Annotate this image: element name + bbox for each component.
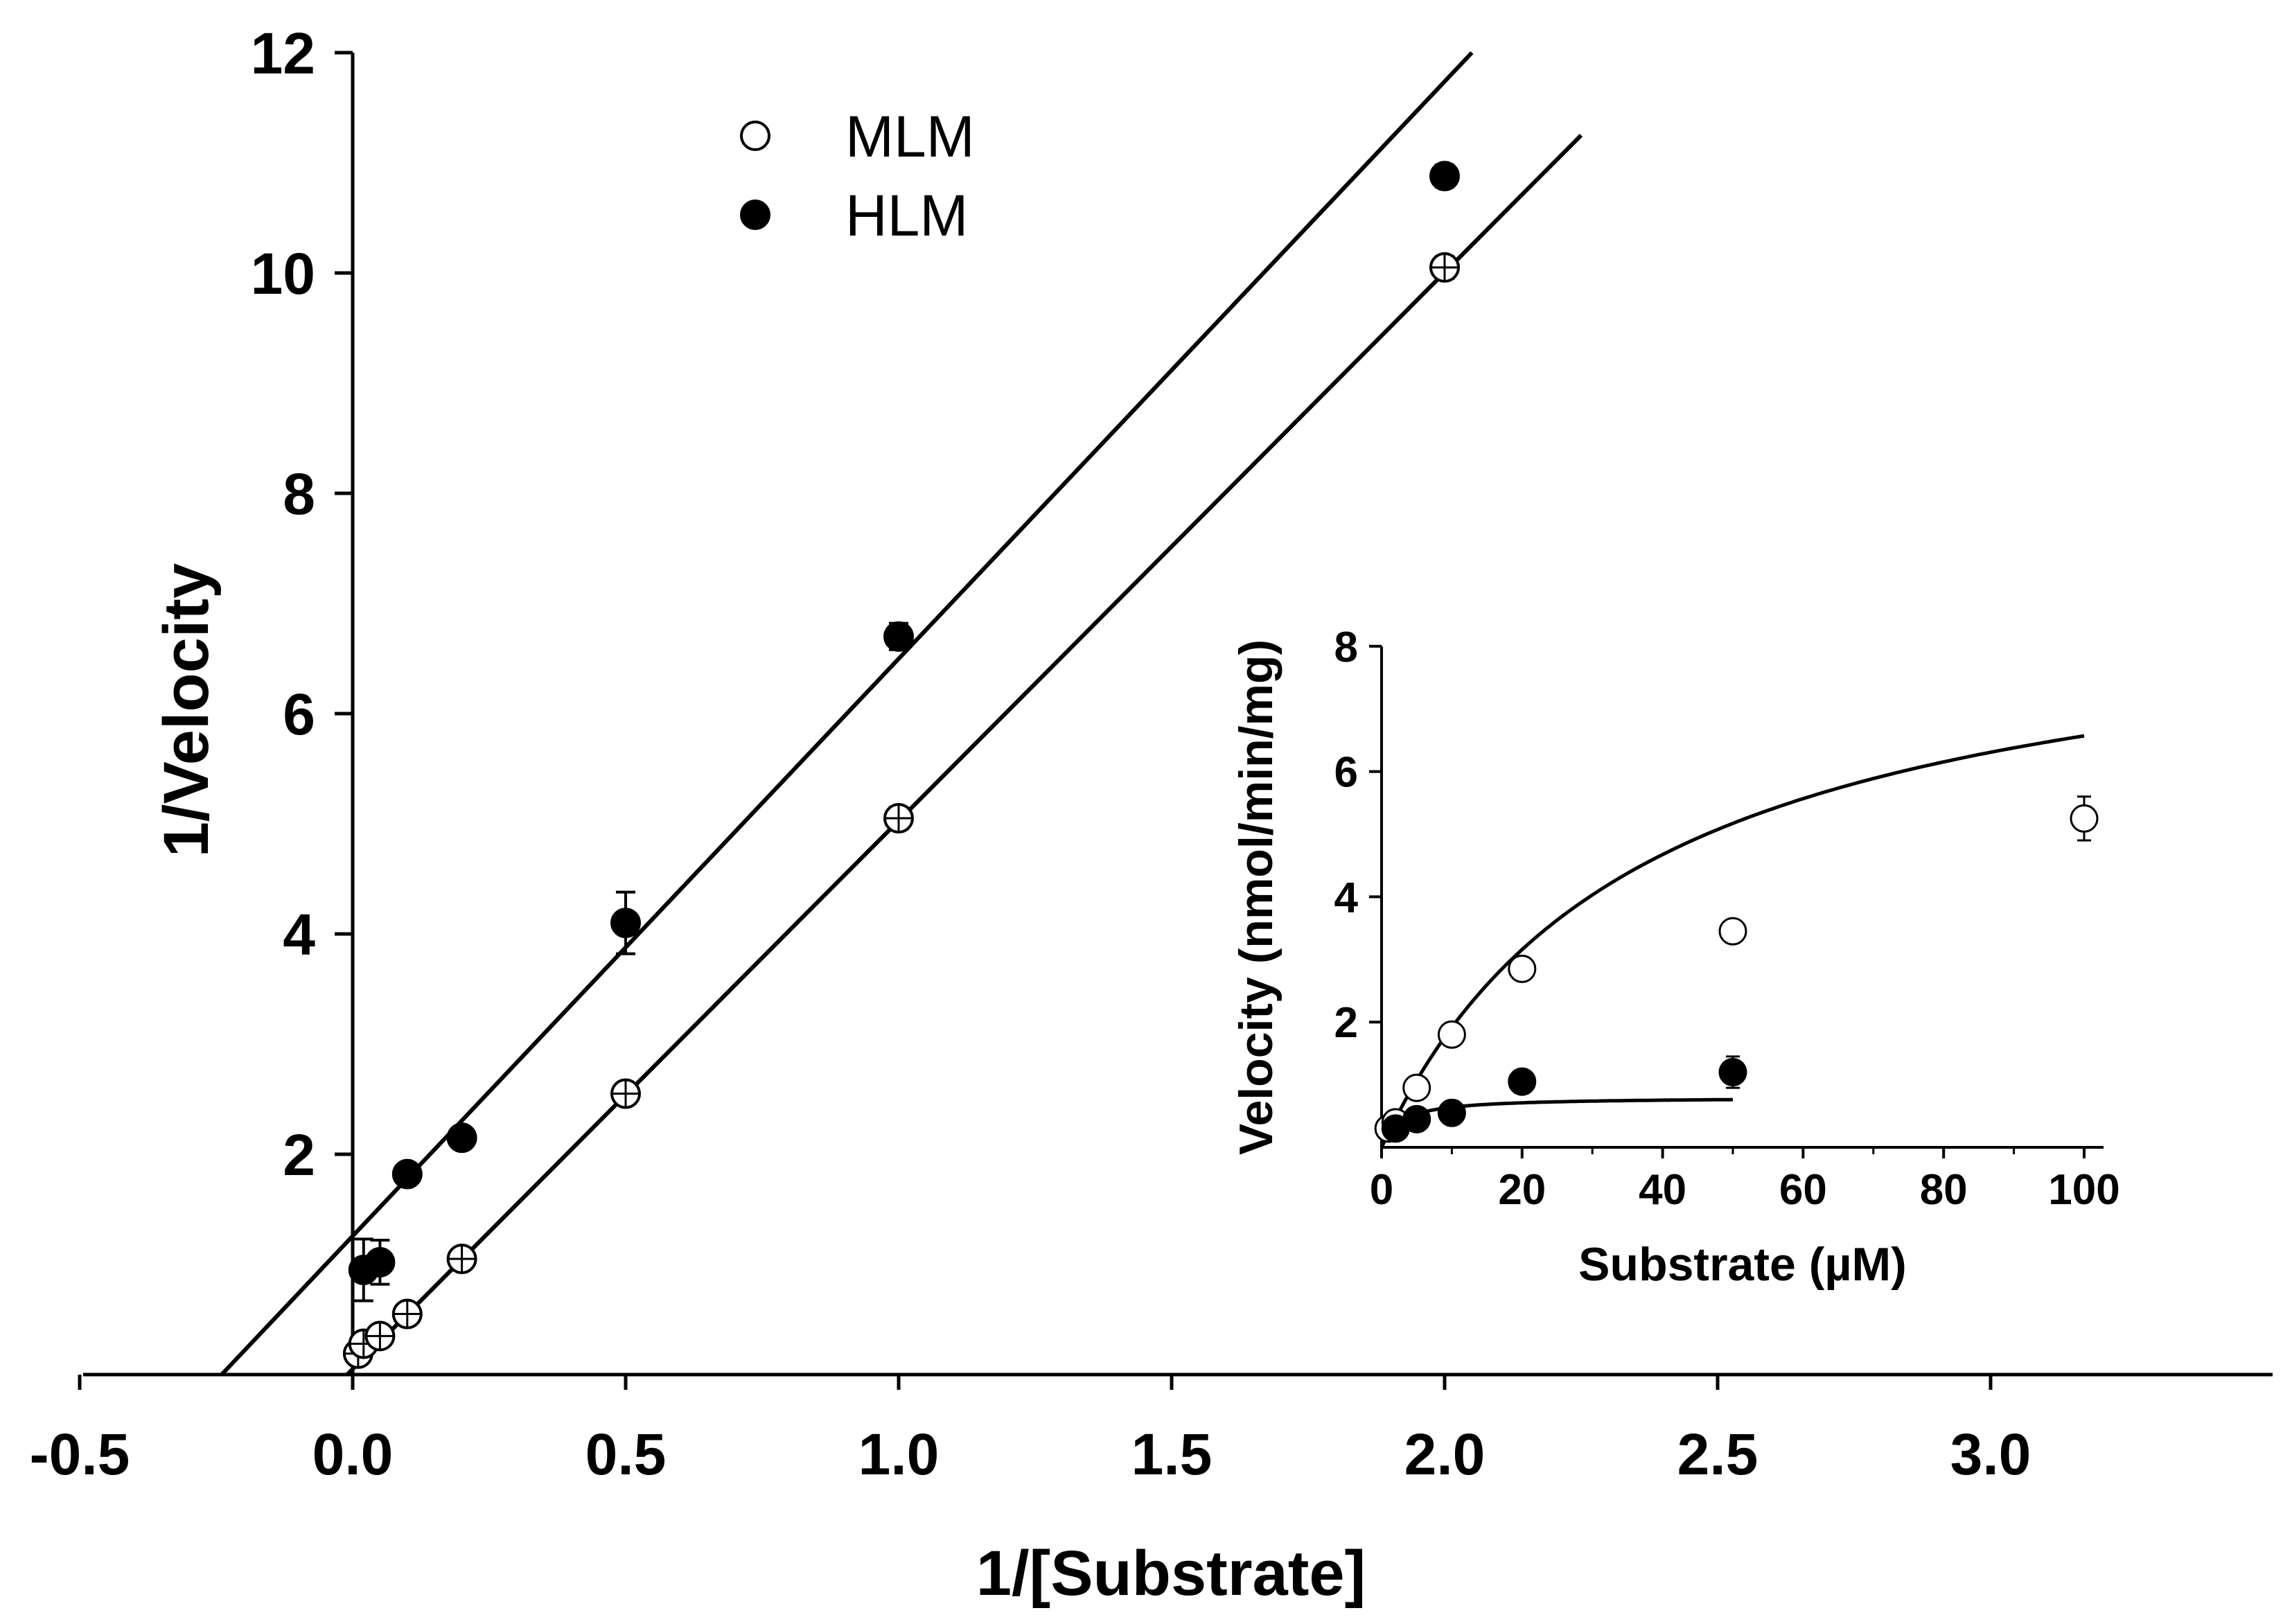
inset-x-tick-label: 20 bbox=[1498, 1166, 1546, 1214]
x-tick-label: 2.5 bbox=[1677, 1422, 1758, 1487]
inset-x-tick-label: 0 bbox=[1370, 1166, 1393, 1214]
x-tick-label: 1.0 bbox=[858, 1422, 940, 1487]
inset-x-tick-label: 40 bbox=[1639, 1166, 1686, 1214]
inset-y-axis-title: Velocity (nmol/min/mg) bbox=[1230, 639, 1282, 1155]
inset-data-point bbox=[1402, 1073, 1431, 1102]
y-tick-label: 8 bbox=[283, 461, 315, 527]
series-mlm bbox=[342, 252, 1460, 1369]
inset-data-point bbox=[1508, 1067, 1537, 1096]
inset-data-point bbox=[1437, 1020, 1466, 1049]
inset-fit-curve bbox=[1379, 734, 2085, 1149]
inset-fit-curve bbox=[1379, 1097, 1734, 1148]
inset-x-tick-label: 100 bbox=[2048, 1166, 2119, 1214]
x-tick-label: 0.0 bbox=[312, 1422, 394, 1487]
data-point bbox=[446, 1122, 477, 1154]
x-tick-label: -0.5 bbox=[30, 1422, 130, 1487]
x-tick-label: 3.0 bbox=[1950, 1422, 2031, 1487]
y-tick-label: 10 bbox=[251, 241, 315, 306]
inset-x-tick-label: 80 bbox=[1920, 1166, 1968, 1214]
legend: MLM HLM bbox=[740, 104, 975, 248]
fit-line bbox=[345, 134, 1583, 1377]
main-plot: -0.5 0.0 0.5 1.0 1.5 2.0 2.5 3.0 2 4 6 8 10 12 1/[Subs… bbox=[30, 21, 2273, 1609]
inset-x-axis-title: Substrate (µM) bbox=[1578, 1238, 1907, 1291]
inset-x-tick-label: 60 bbox=[1779, 1166, 1827, 1214]
inset-data-point bbox=[1437, 1098, 1466, 1127]
y-axis-title: 1/Velocity bbox=[151, 563, 222, 857]
legend-marker bbox=[740, 200, 770, 230]
y-tick-label: 2 bbox=[283, 1122, 315, 1188]
inset-series-hlm bbox=[1381, 1055, 1747, 1143]
x-axis-title: 1/[Substrate] bbox=[976, 1538, 1366, 1609]
y-tick-label: 4 bbox=[283, 902, 315, 967]
data-point bbox=[883, 621, 914, 652]
inset-y-tick-label: 8 bbox=[1334, 624, 1358, 671]
fit-line bbox=[220, 51, 1474, 1377]
data-point bbox=[1429, 161, 1460, 192]
inset-series-mlm bbox=[1374, 795, 2099, 1143]
inset-data-point bbox=[1402, 1104, 1431, 1133]
legend-marker bbox=[740, 121, 770, 151]
legend-label: MLM bbox=[845, 104, 975, 169]
inset-plot: 0 20 40 60 80 100 2 4 6 8 Substrate (µM) Velocity (… bbox=[1230, 624, 2120, 1291]
inset-y-tick-label: 4 bbox=[1334, 874, 1359, 921]
inset-data-point bbox=[2070, 804, 2099, 833]
inset-data-point bbox=[1718, 1058, 1747, 1087]
x-tick-label: 2.0 bbox=[1404, 1422, 1486, 1487]
data-point bbox=[391, 1158, 423, 1190]
data-point bbox=[610, 908, 641, 939]
inset-data-point bbox=[1508, 954, 1537, 983]
series-hlm bbox=[348, 161, 1460, 1303]
legend-label: HLM bbox=[845, 183, 968, 248]
x-tick-label: 0.5 bbox=[585, 1422, 667, 1487]
y-tick-label: 6 bbox=[283, 682, 315, 747]
data-point bbox=[364, 1246, 396, 1278]
y-tick-label: 12 bbox=[251, 21, 315, 86]
x-tick-label: 1.5 bbox=[1131, 1422, 1213, 1487]
inset-y-tick-label: 6 bbox=[1334, 749, 1358, 797]
inset-data-point bbox=[1718, 917, 1747, 946]
inset-y-tick-label: 2 bbox=[1334, 999, 1358, 1047]
